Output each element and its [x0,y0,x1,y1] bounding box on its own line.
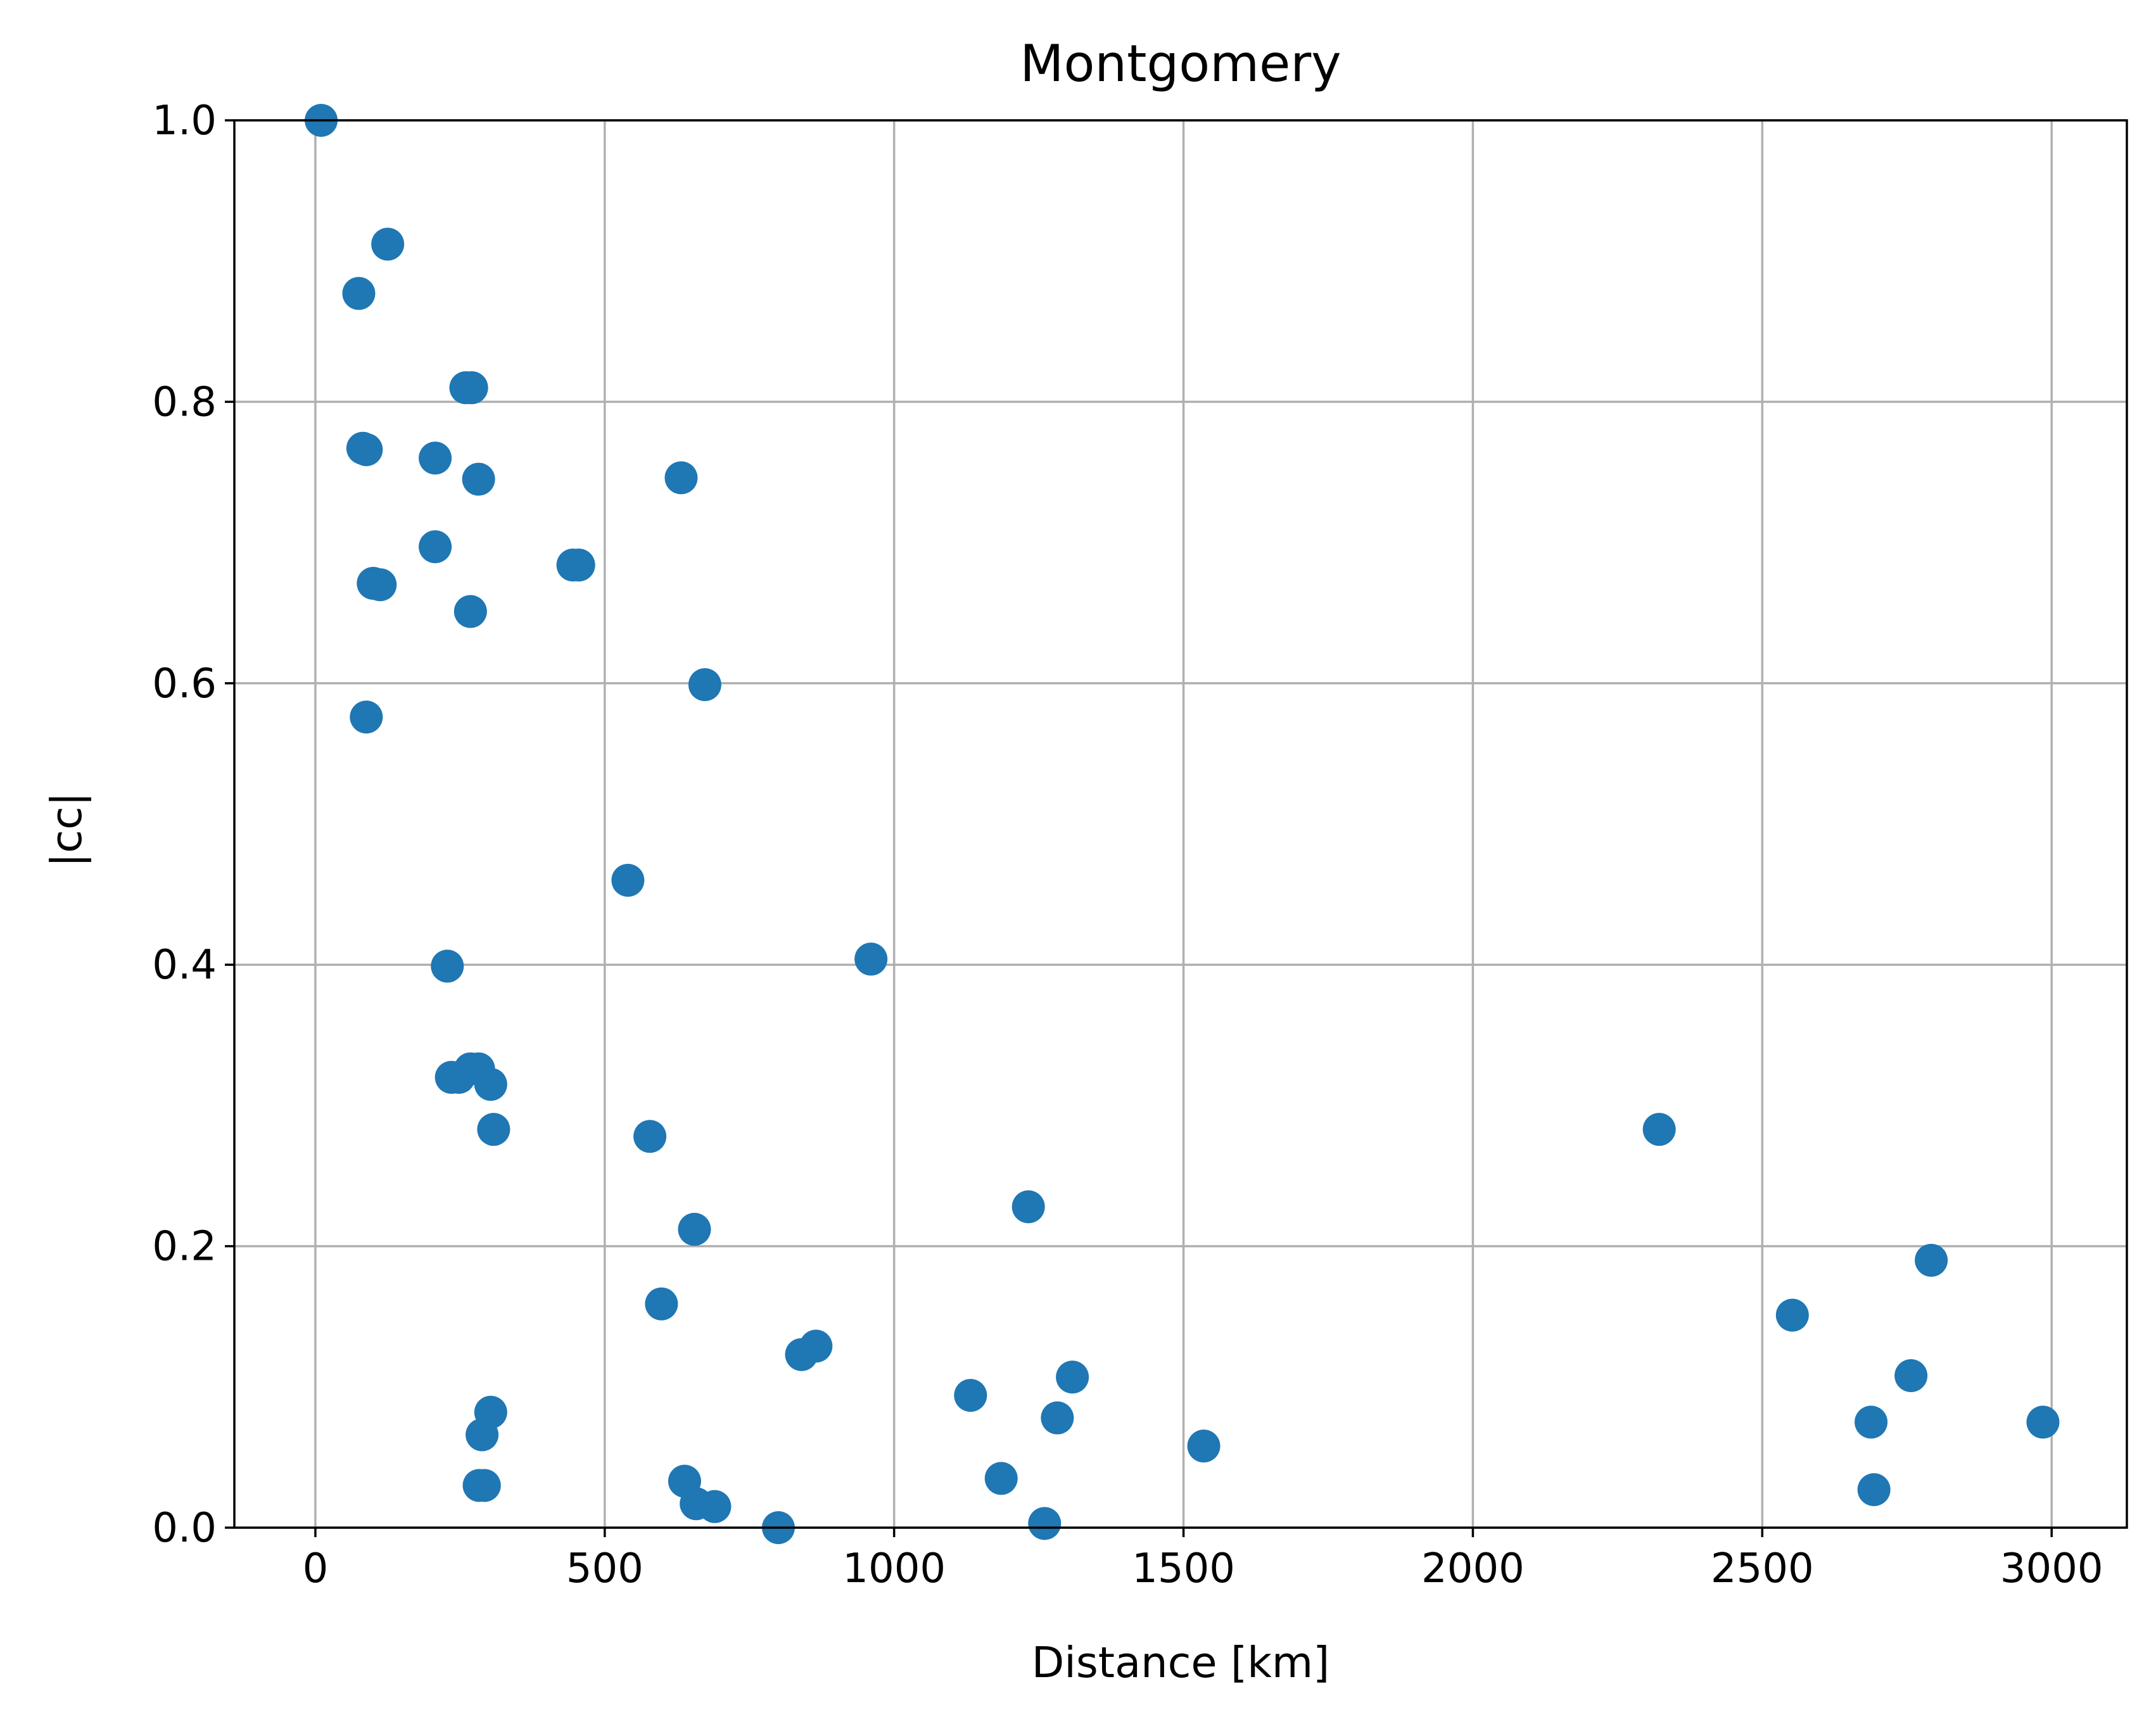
data-point [467,1469,501,1502]
x-tick-label: 2000 [1421,1545,1525,1592]
data-point [664,461,698,495]
data-point [1915,1243,1948,1277]
data-point [350,700,383,734]
x-tick-label: 3000 [2000,1545,2103,1592]
data-point [1187,1429,1221,1463]
data-point [1056,1360,1089,1394]
data-point [698,1490,732,1523]
x-tick-label: 2500 [1711,1545,1814,1592]
x-tick-label: 500 [566,1545,644,1592]
data-point [954,1379,987,1412]
data-point [431,949,464,983]
data-point [1894,1359,1928,1393]
data-point [645,1287,678,1321]
data-point [350,433,383,466]
data-point [1855,1405,1888,1439]
data-point [611,863,645,897]
x-tick-label: 1500 [1132,1545,1235,1592]
x-tick-label: 1000 [842,1545,946,1592]
data-point [474,1068,507,1101]
data-point [466,1418,499,1452]
y-axis-label: |cc| [42,792,91,868]
data-point [419,530,452,564]
y-tick-label: 1.0 [152,98,217,144]
data-point [678,1212,711,1246]
data-points [305,104,2060,1544]
data-point [419,441,452,475]
data-point [2026,1405,2060,1439]
ticks: 0 500 1000 1500 2000 2500 3000 0.0 0.2 0.4 0.6 0.8 1… [152,98,2103,1592]
data-point [785,1338,818,1371]
data-point [984,1462,1018,1495]
data-point [1028,1507,1062,1540]
data-point [854,942,888,976]
y-tick-label: 0.8 [152,379,217,426]
data-point [633,1120,667,1153]
x-tick-label: 0 [303,1545,329,1592]
y-tick-label: 0.4 [152,942,217,989]
data-point [688,668,721,702]
data-point [1041,1401,1074,1435]
data-point [453,595,487,628]
data-point [477,1113,510,1146]
data-point [1642,1113,1676,1146]
y-tick-label: 0.0 [152,1505,217,1552]
y-tick-label: 0.6 [152,661,217,707]
data-point [371,227,405,261]
data-point [1857,1473,1891,1507]
chart-title: Montgomery [1020,34,1341,93]
data-point [364,568,397,602]
data-point [455,371,488,405]
x-axis-label: Distance [km] [1032,1638,1330,1687]
plot-frame [233,119,2128,1529]
data-point [1011,1190,1045,1224]
axes [233,119,2128,1529]
data-point [562,548,595,582]
data-point [342,277,376,310]
data-point [462,462,495,496]
data-point [1775,1298,1809,1332]
y-tick-label: 0.2 [152,1224,217,1271]
